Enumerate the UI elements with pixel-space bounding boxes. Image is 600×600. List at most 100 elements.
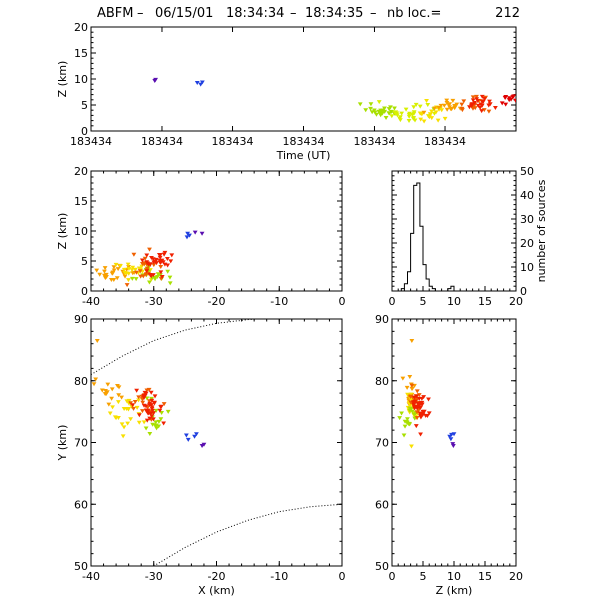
- source-point: [138, 274, 144, 279]
- source-point: [139, 264, 145, 269]
- source-point: [122, 274, 128, 279]
- source-point: [435, 118, 441, 123]
- source-point: [428, 112, 433, 117]
- source-point: [401, 433, 407, 438]
- source-point: [414, 394, 420, 399]
- source-point: [406, 114, 412, 119]
- source-point: [404, 385, 410, 390]
- source-point: [150, 422, 156, 427]
- source-point: [115, 384, 120, 389]
- source-point: [150, 408, 155, 413]
- source-point: [126, 278, 131, 283]
- z-histogram-ytick-label: 10: [520, 261, 534, 274]
- source-point: [411, 404, 417, 409]
- source-point: [115, 267, 121, 272]
- source-point: [116, 393, 122, 398]
- time-height-ytick-label: 0: [81, 125, 88, 138]
- source-point: [118, 264, 123, 269]
- source-point: [199, 80, 205, 85]
- source-point: [416, 396, 422, 401]
- source-point: [157, 408, 163, 413]
- source-point: [152, 401, 157, 406]
- source-point: [131, 406, 136, 411]
- source-point: [382, 106, 387, 111]
- source-point: [152, 394, 158, 399]
- source-point: [187, 233, 192, 238]
- source-point: [503, 95, 509, 100]
- source-point: [161, 421, 167, 426]
- source-point: [143, 404, 149, 409]
- z-histogram-ytick-label: 40: [520, 189, 534, 202]
- source-point: [144, 269, 150, 274]
- source-point: [158, 417, 164, 422]
- source-point: [199, 231, 205, 236]
- time-height-xtick-label: 183434: [70, 135, 112, 148]
- source-point: [109, 387, 115, 392]
- z-y-ytick-label: 60: [375, 498, 389, 511]
- source-point: [141, 395, 147, 400]
- source-point: [477, 105, 483, 110]
- source-point: [147, 403, 152, 408]
- source-point: [109, 396, 114, 401]
- source-point: [405, 417, 410, 422]
- panels: 0 5 10 15 20 183434 183434 183434 183434 183434 18…: [56, 21, 548, 597]
- source-point: [469, 103, 474, 108]
- source-point: [111, 268, 117, 273]
- source-point: [133, 277, 139, 282]
- source-point: [102, 266, 108, 271]
- source-point: [141, 420, 147, 425]
- source-point: [153, 408, 159, 413]
- z-histogram-ytick-label: 0: [520, 285, 527, 298]
- source-point: [167, 275, 173, 280]
- source-point: [113, 262, 119, 267]
- source-point: [121, 267, 127, 272]
- source-point: [461, 99, 467, 104]
- source-point: [126, 266, 132, 271]
- z-y-ytick-label: 70: [375, 437, 389, 450]
- source-point: [139, 258, 145, 263]
- source-point: [94, 339, 100, 344]
- x-z-points: [94, 230, 205, 288]
- source-point: [147, 431, 153, 436]
- source-point: [413, 102, 419, 107]
- source-point: [157, 255, 163, 260]
- source-point: [412, 118, 418, 123]
- source-point: [140, 400, 146, 405]
- source-point: [128, 401, 134, 406]
- source-point: [408, 392, 414, 397]
- z-histogram-ylabel: number of sources: [535, 179, 548, 282]
- x-y-ylabel: Y (km): [56, 425, 69, 462]
- source-point: [499, 101, 505, 106]
- source-point: [136, 395, 142, 400]
- source-point: [136, 398, 141, 403]
- x-z-xtick-label: -10: [270, 295, 288, 308]
- source-point: [154, 274, 160, 279]
- source-point: [143, 391, 149, 396]
- source-point: [151, 417, 156, 422]
- source-point: [94, 268, 100, 273]
- source-point: [159, 410, 165, 415]
- source-point: [75, 410, 80, 414]
- source-point: [407, 111, 412, 116]
- source-point: [414, 406, 420, 411]
- source-point: [102, 273, 107, 278]
- source-point: [125, 421, 131, 426]
- source-point: [143, 272, 149, 277]
- source-point: [91, 382, 97, 387]
- source-point: [411, 105, 417, 110]
- x-z-ytick-label: 5: [81, 255, 88, 268]
- source-point: [513, 98, 516, 103]
- source-point: [142, 256, 148, 261]
- source-point: [132, 399, 138, 404]
- x-y-xtick-label: -40: [82, 570, 100, 583]
- source-point: [128, 417, 134, 422]
- source-point: [369, 110, 375, 115]
- source-point: [397, 416, 403, 421]
- source-point: [148, 390, 154, 395]
- source-point: [409, 387, 415, 392]
- z-y-ytick-label: 90: [375, 313, 389, 326]
- source-point: [363, 108, 369, 113]
- source-point: [376, 100, 382, 105]
- source-point: [158, 404, 164, 409]
